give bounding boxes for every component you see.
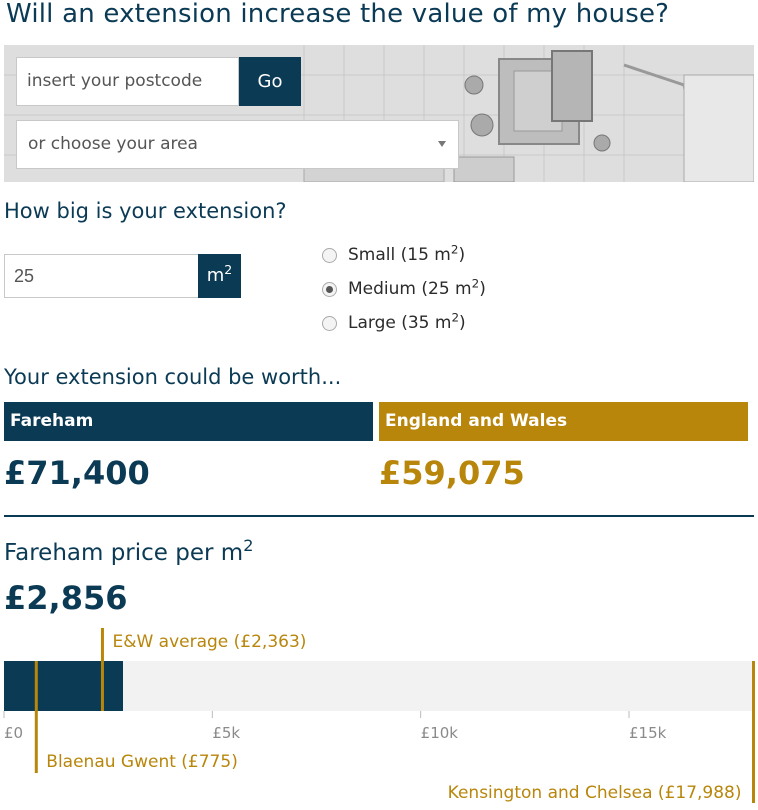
go-button[interactable]: Go	[239, 57, 301, 106]
chart-track	[4, 661, 754, 711]
local-value: £71,400	[4, 454, 150, 492]
unit-label: m2	[198, 254, 241, 298]
marker-label-2: Kensington and Chelsea (£17,988)	[448, 783, 742, 803]
page-title: Will an extension increase the value of …	[6, 0, 670, 29]
radio-medium-dot[interactable]	[322, 281, 337, 297]
worth-heading: Your extension could be worth...	[4, 365, 342, 389]
radio-large-label: Large (35 m2)	[348, 310, 466, 333]
unit-text: m	[206, 265, 225, 286]
radio-large[interactable]: Large (35 m2)	[322, 311, 466, 335]
radio-small-dot[interactable]	[322, 247, 337, 263]
marker-label-0: E&W average (£2,363)	[112, 632, 306, 652]
size-question: How big is your extension?	[4, 199, 287, 223]
price-comparison-chart: £0 £5k £10k £15k E&W average (£2,363) Blaenau…	[3, 628, 755, 803]
price-per-m2-label: Fareham price per m2	[4, 536, 254, 566]
price-per-m2-value: £2,856	[4, 579, 128, 617]
england-wales-value: £59,075	[379, 454, 525, 492]
chevron-down-icon	[438, 141, 446, 147]
unit-sup: 2	[224, 262, 233, 278]
extension-size-input[interactable]: 25	[4, 254, 199, 298]
tick-label-2: £10k	[421, 724, 459, 742]
tick-label-3: £15k	[629, 724, 667, 742]
radio-small[interactable]: Small (15 m2)	[322, 243, 465, 267]
england-wales-band: England and Wales	[379, 402, 748, 441]
chart-bar-local	[4, 661, 123, 711]
postcode-input[interactable]: insert your postcode	[16, 57, 239, 106]
radio-medium[interactable]: Medium (25 m2)	[322, 277, 486, 301]
area-select[interactable]: or choose your area	[16, 120, 459, 169]
area-select-value: or choose your area	[28, 134, 198, 154]
radio-medium-label: Medium (25 m2)	[348, 276, 486, 299]
radio-small-label: Small (15 m2)	[348, 242, 466, 265]
radio-large-dot[interactable]	[322, 315, 337, 331]
marker-label-1: Blaenau Gwent (£775)	[46, 752, 238, 772]
tick-label-0: £0	[4, 724, 23, 742]
tick-label-1: £5k	[212, 724, 240, 742]
local-area-band: Fareham	[4, 402, 373, 441]
divider	[4, 515, 754, 517]
